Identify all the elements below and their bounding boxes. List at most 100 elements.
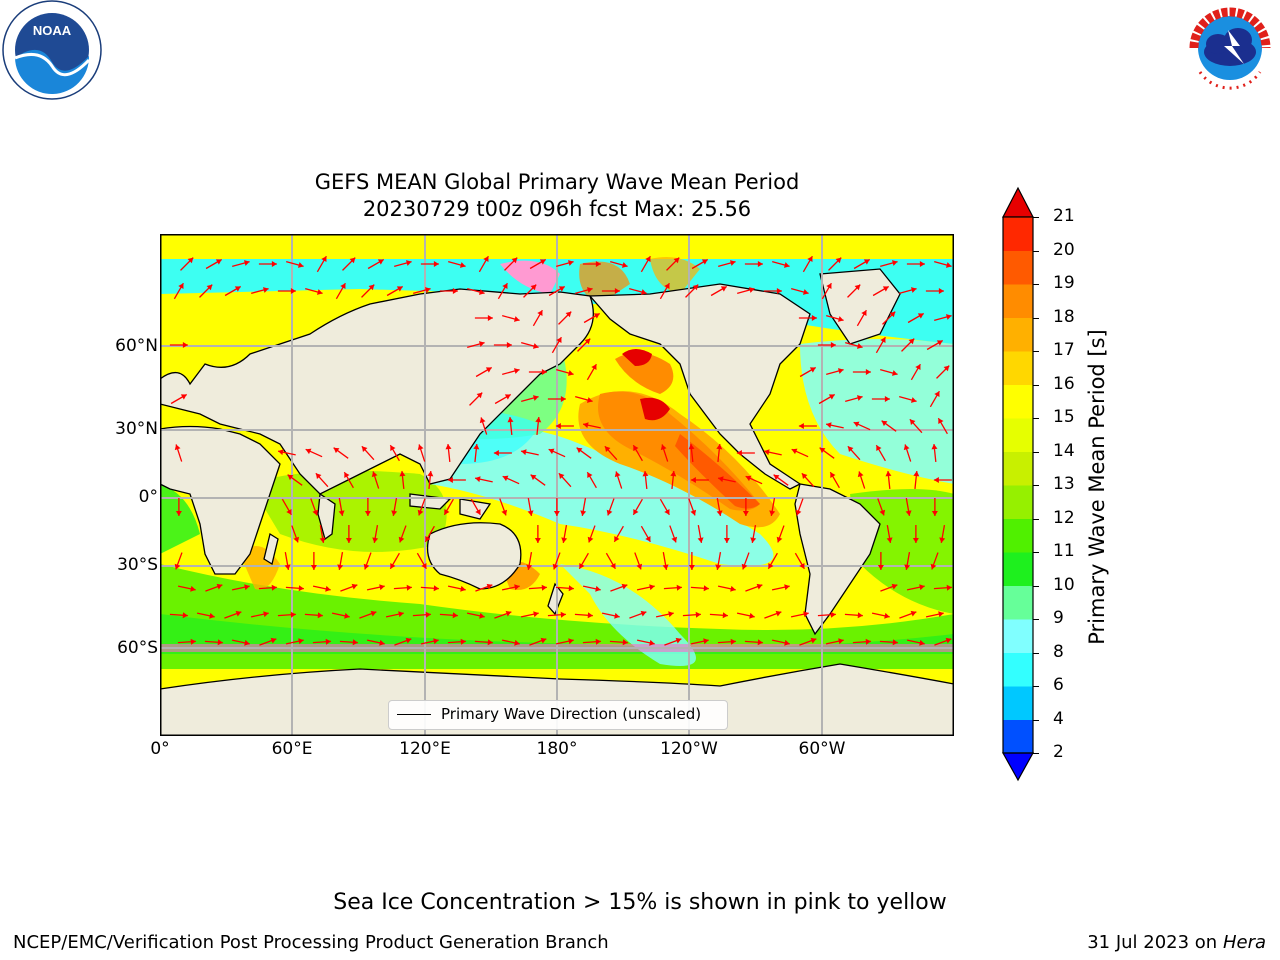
colorbar-bin xyxy=(1003,351,1033,385)
colorbar-tick-label: 13 xyxy=(1053,474,1075,494)
wave-arrow-head xyxy=(460,638,466,645)
wave-arrow-head xyxy=(633,445,639,452)
wave-arrow-head xyxy=(511,257,518,264)
wave-arrow-head xyxy=(889,311,896,318)
wave-arrow-head xyxy=(312,509,319,516)
wave-arrow-head xyxy=(298,585,304,592)
wave-arrow-head xyxy=(243,260,250,266)
wave-arrow-head xyxy=(344,612,350,619)
wave-arrow-head xyxy=(903,444,910,451)
colorbar-tick xyxy=(1033,217,1039,218)
wave-arrow-head xyxy=(398,611,404,618)
wave-arrow-head xyxy=(938,418,944,425)
wave-arrow-head xyxy=(587,536,594,543)
wave-arrow-head xyxy=(614,471,621,478)
wave-arrow-head xyxy=(290,288,296,294)
colorbar-tick-label: 16 xyxy=(1053,373,1075,394)
wave-arrow-head xyxy=(830,472,836,479)
wave-arrow-head xyxy=(847,446,854,453)
wave-arrow-head xyxy=(946,584,952,591)
wave-arrow-head xyxy=(284,564,291,570)
wave-arrow-head xyxy=(504,394,511,400)
wave-direction-arrows xyxy=(169,255,952,646)
colorbar-tick xyxy=(1033,317,1039,319)
wave-arrow-head xyxy=(555,423,561,429)
wave-arrow-head xyxy=(757,261,763,267)
wave-arrow-head xyxy=(377,259,384,265)
colorbar-tick xyxy=(1033,719,1039,721)
wave-arrow-head xyxy=(479,417,486,424)
wave-arrow-head xyxy=(286,508,292,515)
lon-label-60e: 60°E xyxy=(271,739,313,759)
wave-arrow-head xyxy=(372,537,379,543)
wave-arrow-head xyxy=(917,313,924,319)
wave-arrow-head xyxy=(345,538,352,543)
wave-arrow-head xyxy=(349,257,356,264)
wave-arrow-head xyxy=(433,585,439,592)
wave-arrow-head xyxy=(692,284,699,291)
wave-arrow-head xyxy=(837,368,844,374)
wave-arrow-head xyxy=(828,394,835,400)
colorbar-tick xyxy=(1033,518,1039,520)
wave-arrow-head xyxy=(351,583,358,590)
wave-arrow-head xyxy=(586,287,593,293)
colorbar-tick-label: 11 xyxy=(1053,541,1075,561)
wave-arrow-head xyxy=(452,288,458,294)
wave-arrow-head xyxy=(748,287,755,293)
wave-arrow-head xyxy=(676,584,682,591)
wave-arrow-head xyxy=(730,585,736,592)
wave-arrow-head xyxy=(910,287,917,293)
wave-arrow-head xyxy=(931,444,938,450)
wave-arrow-head xyxy=(459,262,466,268)
wave-arrow-head xyxy=(912,538,919,543)
colorbar-tick xyxy=(1033,250,1039,252)
wave-arrow-head xyxy=(891,260,898,266)
wave-arrow-head xyxy=(174,444,181,451)
colorbar-bin xyxy=(1003,619,1033,653)
wave-arrow-head xyxy=(757,639,763,646)
wave-arrow-head xyxy=(190,585,196,592)
wave-arrow-head xyxy=(885,471,892,477)
lon-label-60w: 60°W xyxy=(798,739,846,759)
wave-arrow-head xyxy=(475,476,481,483)
wave-arrow-head xyxy=(352,639,358,646)
wave-arrow-head xyxy=(325,585,331,592)
wave-arrow-head xyxy=(487,639,493,646)
lat-label-30n: 30°N xyxy=(115,419,158,439)
wave-arrow-head xyxy=(730,638,736,645)
wave-arrow-head xyxy=(745,475,752,482)
wave-arrow-head xyxy=(670,471,677,477)
wave-arrow-head xyxy=(485,367,492,373)
colorbar-bin xyxy=(1003,552,1033,586)
wave-arrow-head xyxy=(417,509,424,516)
wave-arrow-head xyxy=(863,259,870,265)
wave-arrow-head xyxy=(642,471,649,477)
wave-arrow-head xyxy=(406,584,412,591)
wave-arrow-head xyxy=(891,583,898,590)
wave-arrow-head xyxy=(533,611,539,618)
wave-arrow-head xyxy=(649,584,655,591)
wave-arrow-head xyxy=(244,639,250,646)
wave-arrow-head xyxy=(807,256,813,263)
wave-arrow-head xyxy=(614,535,620,542)
wave-arrow-head xyxy=(633,508,639,515)
colorbar-tick-label: 15 xyxy=(1053,407,1075,427)
wave-arrow-head xyxy=(297,262,304,268)
wave-arrow-head xyxy=(645,256,651,263)
map-frame xyxy=(160,234,954,736)
wave-arrow-head xyxy=(943,365,950,372)
colorbar-tick-label: 18 xyxy=(1053,306,1075,327)
wave-arrow-head xyxy=(433,261,439,267)
colorbar-bin xyxy=(1003,250,1033,285)
sea-ice-note: Sea Ice Concentration > 15% is shown in … xyxy=(333,890,947,915)
wave-arrow-head xyxy=(493,450,499,456)
wave-arrow-head xyxy=(340,283,346,290)
wave-arrow-head xyxy=(810,637,817,644)
wave-arrow-head xyxy=(405,637,412,644)
wave-arrow-head xyxy=(447,477,453,483)
wave-arrow-head xyxy=(180,394,187,400)
wave-arrow-head xyxy=(567,260,574,266)
wave-arrow-head xyxy=(425,535,431,542)
wave-arrow-head xyxy=(801,473,808,480)
wave-arrow-head xyxy=(910,610,917,617)
